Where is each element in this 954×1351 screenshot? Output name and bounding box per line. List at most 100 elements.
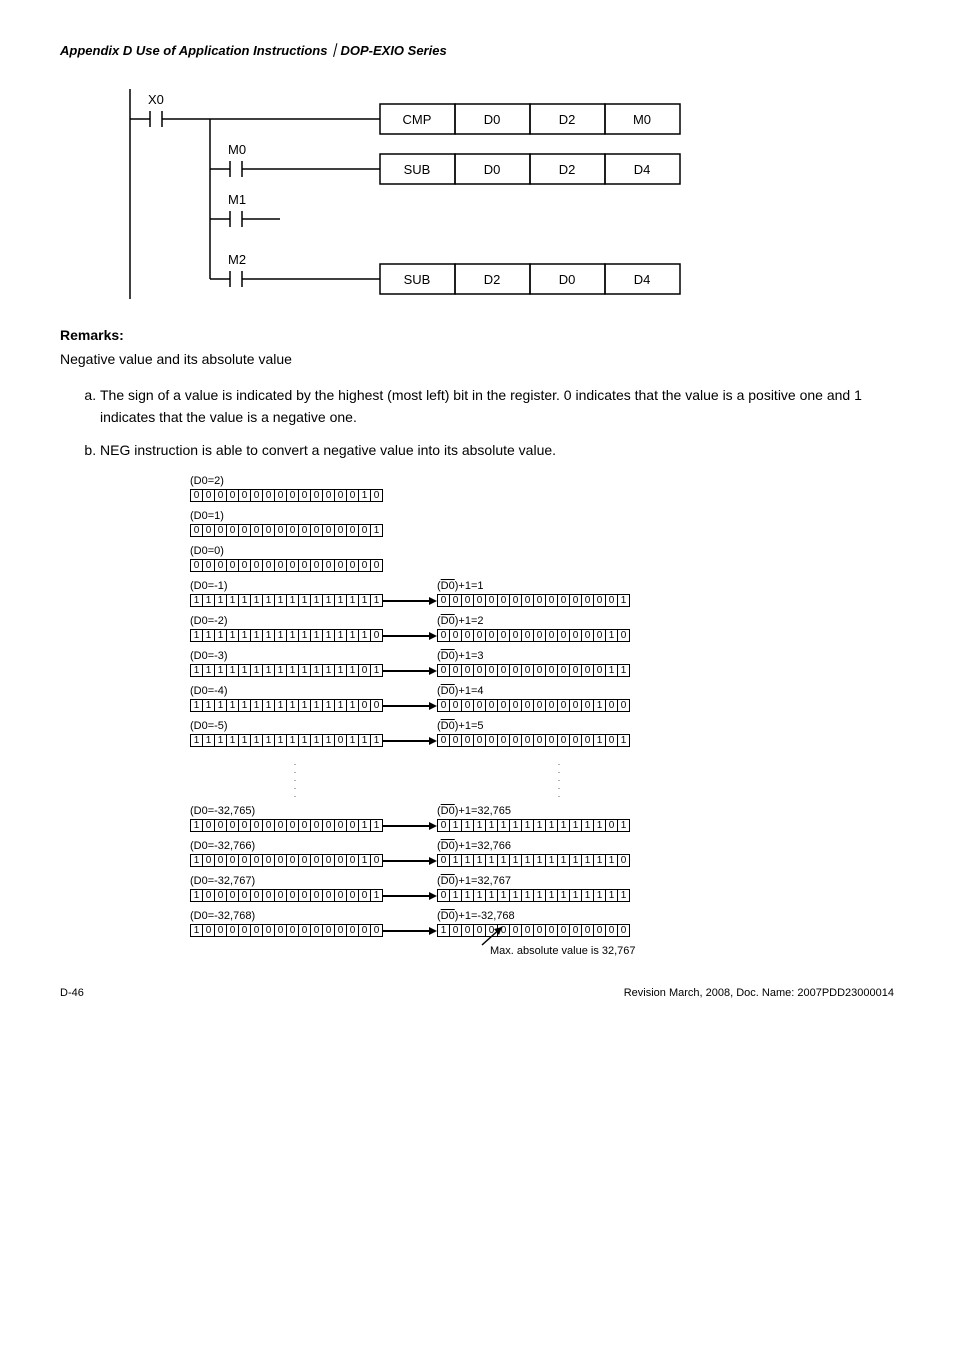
svg-text:D0: D0	[559, 272, 576, 287]
bit-label: (D0)+1=3	[437, 650, 630, 663]
bit-row: 0111111111111110	[437, 854, 630, 867]
bit-label: (D0=0)	[190, 545, 383, 558]
bit-row: 0000000000000010	[190, 489, 383, 502]
svg-text:D2: D2	[559, 112, 576, 127]
svg-text:M0: M0	[228, 142, 246, 157]
bit-cell: 0	[617, 924, 630, 937]
bit-row: 1000000000000001	[190, 889, 383, 902]
svg-text:SUB: SUB	[404, 272, 431, 287]
bit-label: (D0=-4)	[190, 685, 383, 698]
bit-label: (D0)+1=4	[437, 685, 630, 698]
bit-cell: 1	[370, 889, 383, 902]
bit-row: 0111111111111101	[437, 819, 630, 832]
bit-cell: 0	[370, 699, 383, 712]
ladder-svg: X0 M0 M1 M2 CMP D0 D2 M0	[120, 89, 740, 299]
page-footer: D-46 Revision March, 2008, Doc. Name: 20…	[60, 987, 894, 999]
bit-row: 0000000000000001	[190, 524, 383, 537]
bit-cell: 0	[370, 489, 383, 502]
arrow-icon	[383, 822, 437, 830]
bit-row: 0000000000000101	[437, 734, 630, 747]
footer-page: D-46	[60, 987, 84, 999]
bit-cell: 0	[370, 854, 383, 867]
bit-label: (D0=-32,766)	[190, 840, 383, 853]
bit-label: (D0=-2)	[190, 615, 383, 628]
bit-cell: 1	[370, 819, 383, 832]
bit-cell: 1	[617, 594, 630, 607]
bit-label: (D0)+1=32,766	[437, 840, 630, 853]
bit-label: (D0)+1=2	[437, 615, 630, 628]
bit-cell: 1	[617, 889, 630, 902]
bit-row: 1000000000000011	[190, 819, 383, 832]
footer-revision: Revision March, 2008, Doc. Name: 2007PDD…	[624, 987, 894, 999]
list-item: NEG instruction is able to convert a neg…	[100, 439, 894, 461]
bit-cell: 1	[370, 524, 383, 537]
svg-text:M2: M2	[228, 252, 246, 267]
bit-label: (D0=-5)	[190, 720, 383, 733]
bit-cell: 0	[617, 699, 630, 712]
bit-label: (D0=1)	[190, 510, 383, 523]
arrow-icon	[383, 927, 437, 935]
arrow-icon	[480, 923, 510, 947]
bit-cell: 1	[370, 594, 383, 607]
svg-text:D4: D4	[634, 272, 651, 287]
bit-cell: 1	[370, 734, 383, 747]
ladder-diagram: X0 M0 M1 M2 CMP D0 D2 M0	[120, 89, 894, 302]
bit-cell: 0	[370, 559, 383, 572]
svg-text:D0: D0	[484, 112, 501, 127]
bit-row: 0111111111111111	[437, 889, 630, 902]
bit-label: (D0=-32,765)	[190, 805, 383, 818]
svg-text:D0: D0	[484, 162, 501, 177]
bit-label: (D0)+1=-32,768	[437, 910, 630, 923]
bit-label: (D0)+1=1	[437, 580, 630, 593]
svg-text:CMP: CMP	[403, 112, 432, 127]
bit-cell: 1	[617, 734, 630, 747]
bit-cell: 0	[370, 629, 383, 642]
svg-text:SUB: SUB	[404, 162, 431, 177]
bit-label: (D0)+1=5	[437, 720, 630, 733]
bit-cell: 1	[370, 664, 383, 677]
bit-row: 0000000000000100	[437, 699, 630, 712]
bit-label: (D0=2)	[190, 475, 383, 488]
bit-label: (D0=-32,768)	[190, 910, 383, 923]
bit-label: (D0=-3)	[190, 650, 383, 663]
bit-row: 1000000000000010	[190, 854, 383, 867]
bit-diagram: (D0=2)0000000000000010(D0=1)000000000000…	[190, 475, 894, 957]
bit-label: (D0)+1=32,767	[437, 875, 630, 888]
bit-cell: 1	[617, 664, 630, 677]
arrow-icon	[383, 702, 437, 710]
svg-text:M0: M0	[633, 112, 651, 127]
bit-label: (D0=-1)	[190, 580, 383, 593]
svg-text:X0: X0	[148, 92, 164, 107]
bit-row: 0000000000000000	[190, 559, 383, 572]
page-header: Appendix D Use of Application Instructio…	[60, 40, 894, 59]
bit-label: (D0)+1=32,765	[437, 805, 630, 818]
list-item: The sign of a value is indicated by the …	[100, 384, 894, 429]
arrow-icon	[383, 892, 437, 900]
bit-cell: 0	[617, 629, 630, 642]
svg-text:D2: D2	[484, 272, 501, 287]
svg-text:M1: M1	[228, 192, 246, 207]
bit-row: 1111111111111101	[190, 664, 383, 677]
arrow-icon	[383, 667, 437, 675]
bit-cell: 1	[617, 819, 630, 832]
remarks-subtitle: Negative value and its absolute value	[60, 349, 894, 370]
bit-row: 1111111111111110	[190, 629, 383, 642]
bit-row: 1000000000000000	[190, 924, 383, 937]
bit-row: 1111111111111111	[190, 594, 383, 607]
bit-row: 0000000000000011	[437, 664, 630, 677]
arrow-icon	[383, 597, 437, 605]
arrow-icon	[383, 632, 437, 640]
max-note: Max. absolute value is 32,767	[490, 945, 894, 957]
remarks-list: The sign of a value is indicated by the …	[60, 384, 894, 461]
arrow-icon	[383, 737, 437, 745]
remarks-heading: Remarks:	[60, 327, 894, 343]
arrow-icon	[383, 857, 437, 865]
bit-cell: 0	[617, 854, 630, 867]
bit-label: (D0=-32,767)	[190, 875, 383, 888]
bit-row: 0000000000000001	[437, 594, 630, 607]
bit-row: 1000000000000000	[437, 924, 630, 937]
svg-text:D2: D2	[559, 162, 576, 177]
bit-cell: 0	[370, 924, 383, 937]
svg-text:D4: D4	[634, 162, 651, 177]
bit-row: 1111111111110111	[190, 734, 383, 747]
